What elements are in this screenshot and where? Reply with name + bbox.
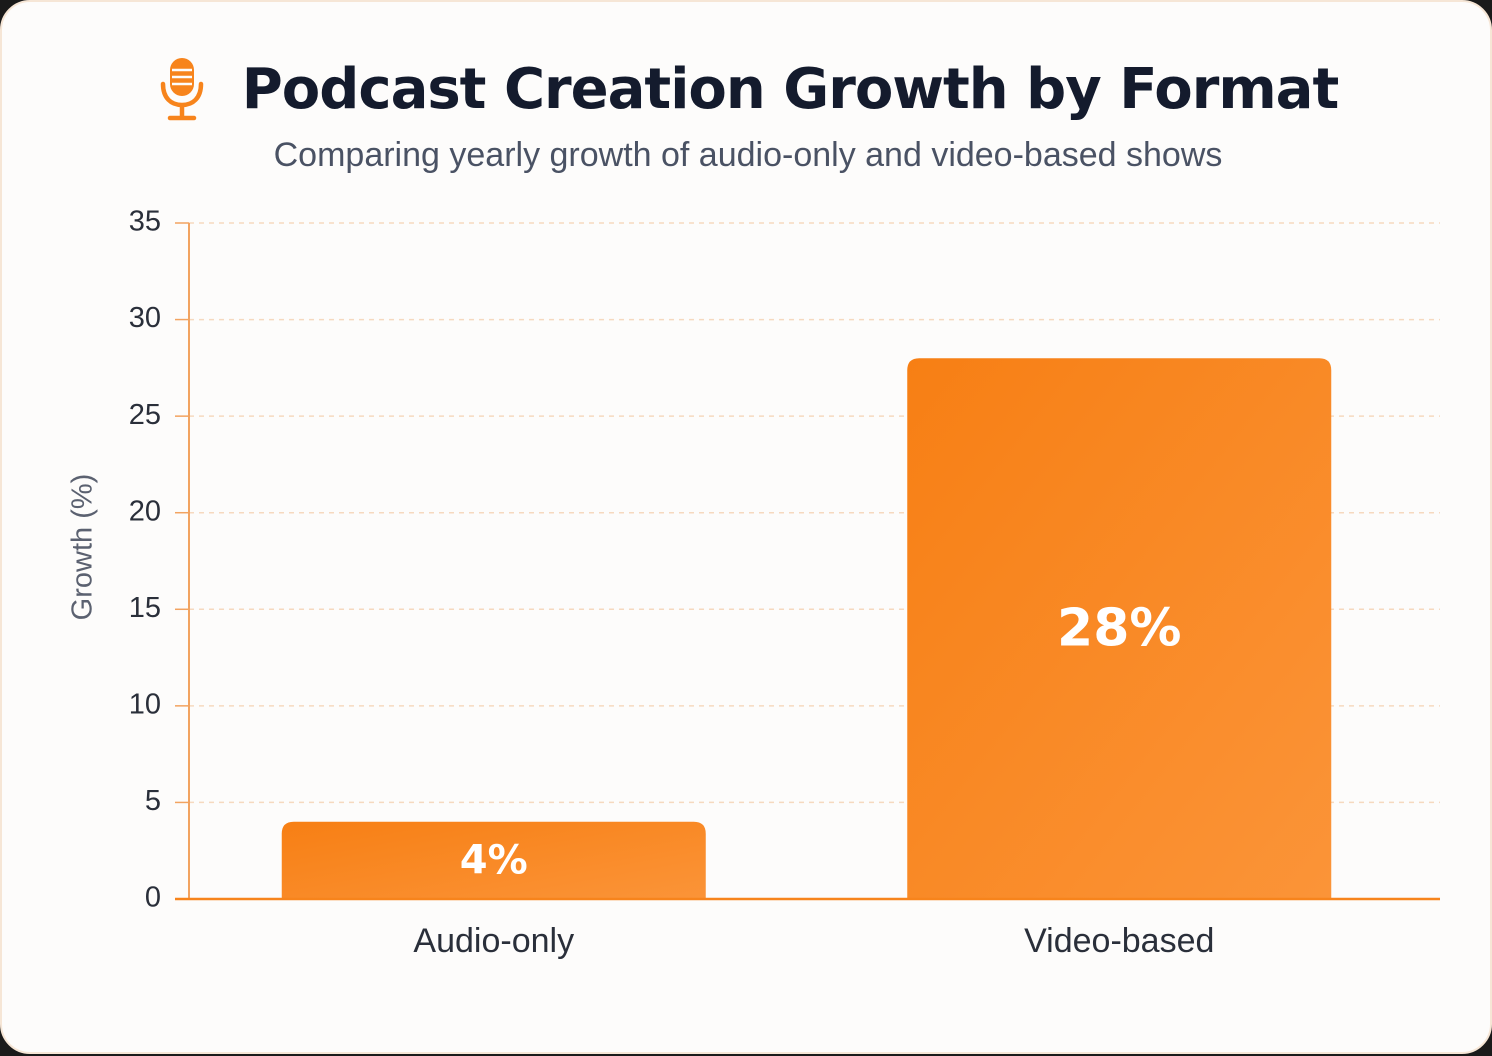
- chart-title: Podcast Creation Growth by Format: [241, 56, 1339, 122]
- bar-video-based[interactable]: [907, 358, 1332, 899]
- y-tick-label: 20: [129, 495, 161, 527]
- chart-subtitle: Comparing yearly growth of audio-only an…: [273, 136, 1223, 174]
- y-tick-label: 25: [129, 399, 161, 431]
- bar-value-label: 28%: [1057, 599, 1181, 659]
- y-tick-label: 35: [129, 206, 161, 238]
- bar-value-label: 4%: [460, 837, 528, 883]
- y-tick-label: 15: [129, 592, 161, 624]
- bars: 4% 28%: [281, 358, 1332, 899]
- x-category-label: Audio-only: [413, 922, 574, 960]
- y-tick-label: 10: [129, 689, 161, 721]
- bar-audio-only[interactable]: [281, 821, 706, 899]
- axes: 0 5 10 15 20 25 30 35 Audio-only Video-based: [129, 206, 1440, 960]
- y-tick-label: 5: [145, 785, 161, 817]
- microphone-icon: [160, 58, 204, 121]
- y-tick-label: 30: [129, 302, 161, 334]
- x-category-label: Video-based: [1024, 922, 1214, 960]
- y-tick-label: 0: [145, 882, 161, 914]
- chart-header: Podcast Creation Growth by Format: [2, 44, 1492, 134]
- y-axis-title: Growth (%): [67, 474, 99, 621]
